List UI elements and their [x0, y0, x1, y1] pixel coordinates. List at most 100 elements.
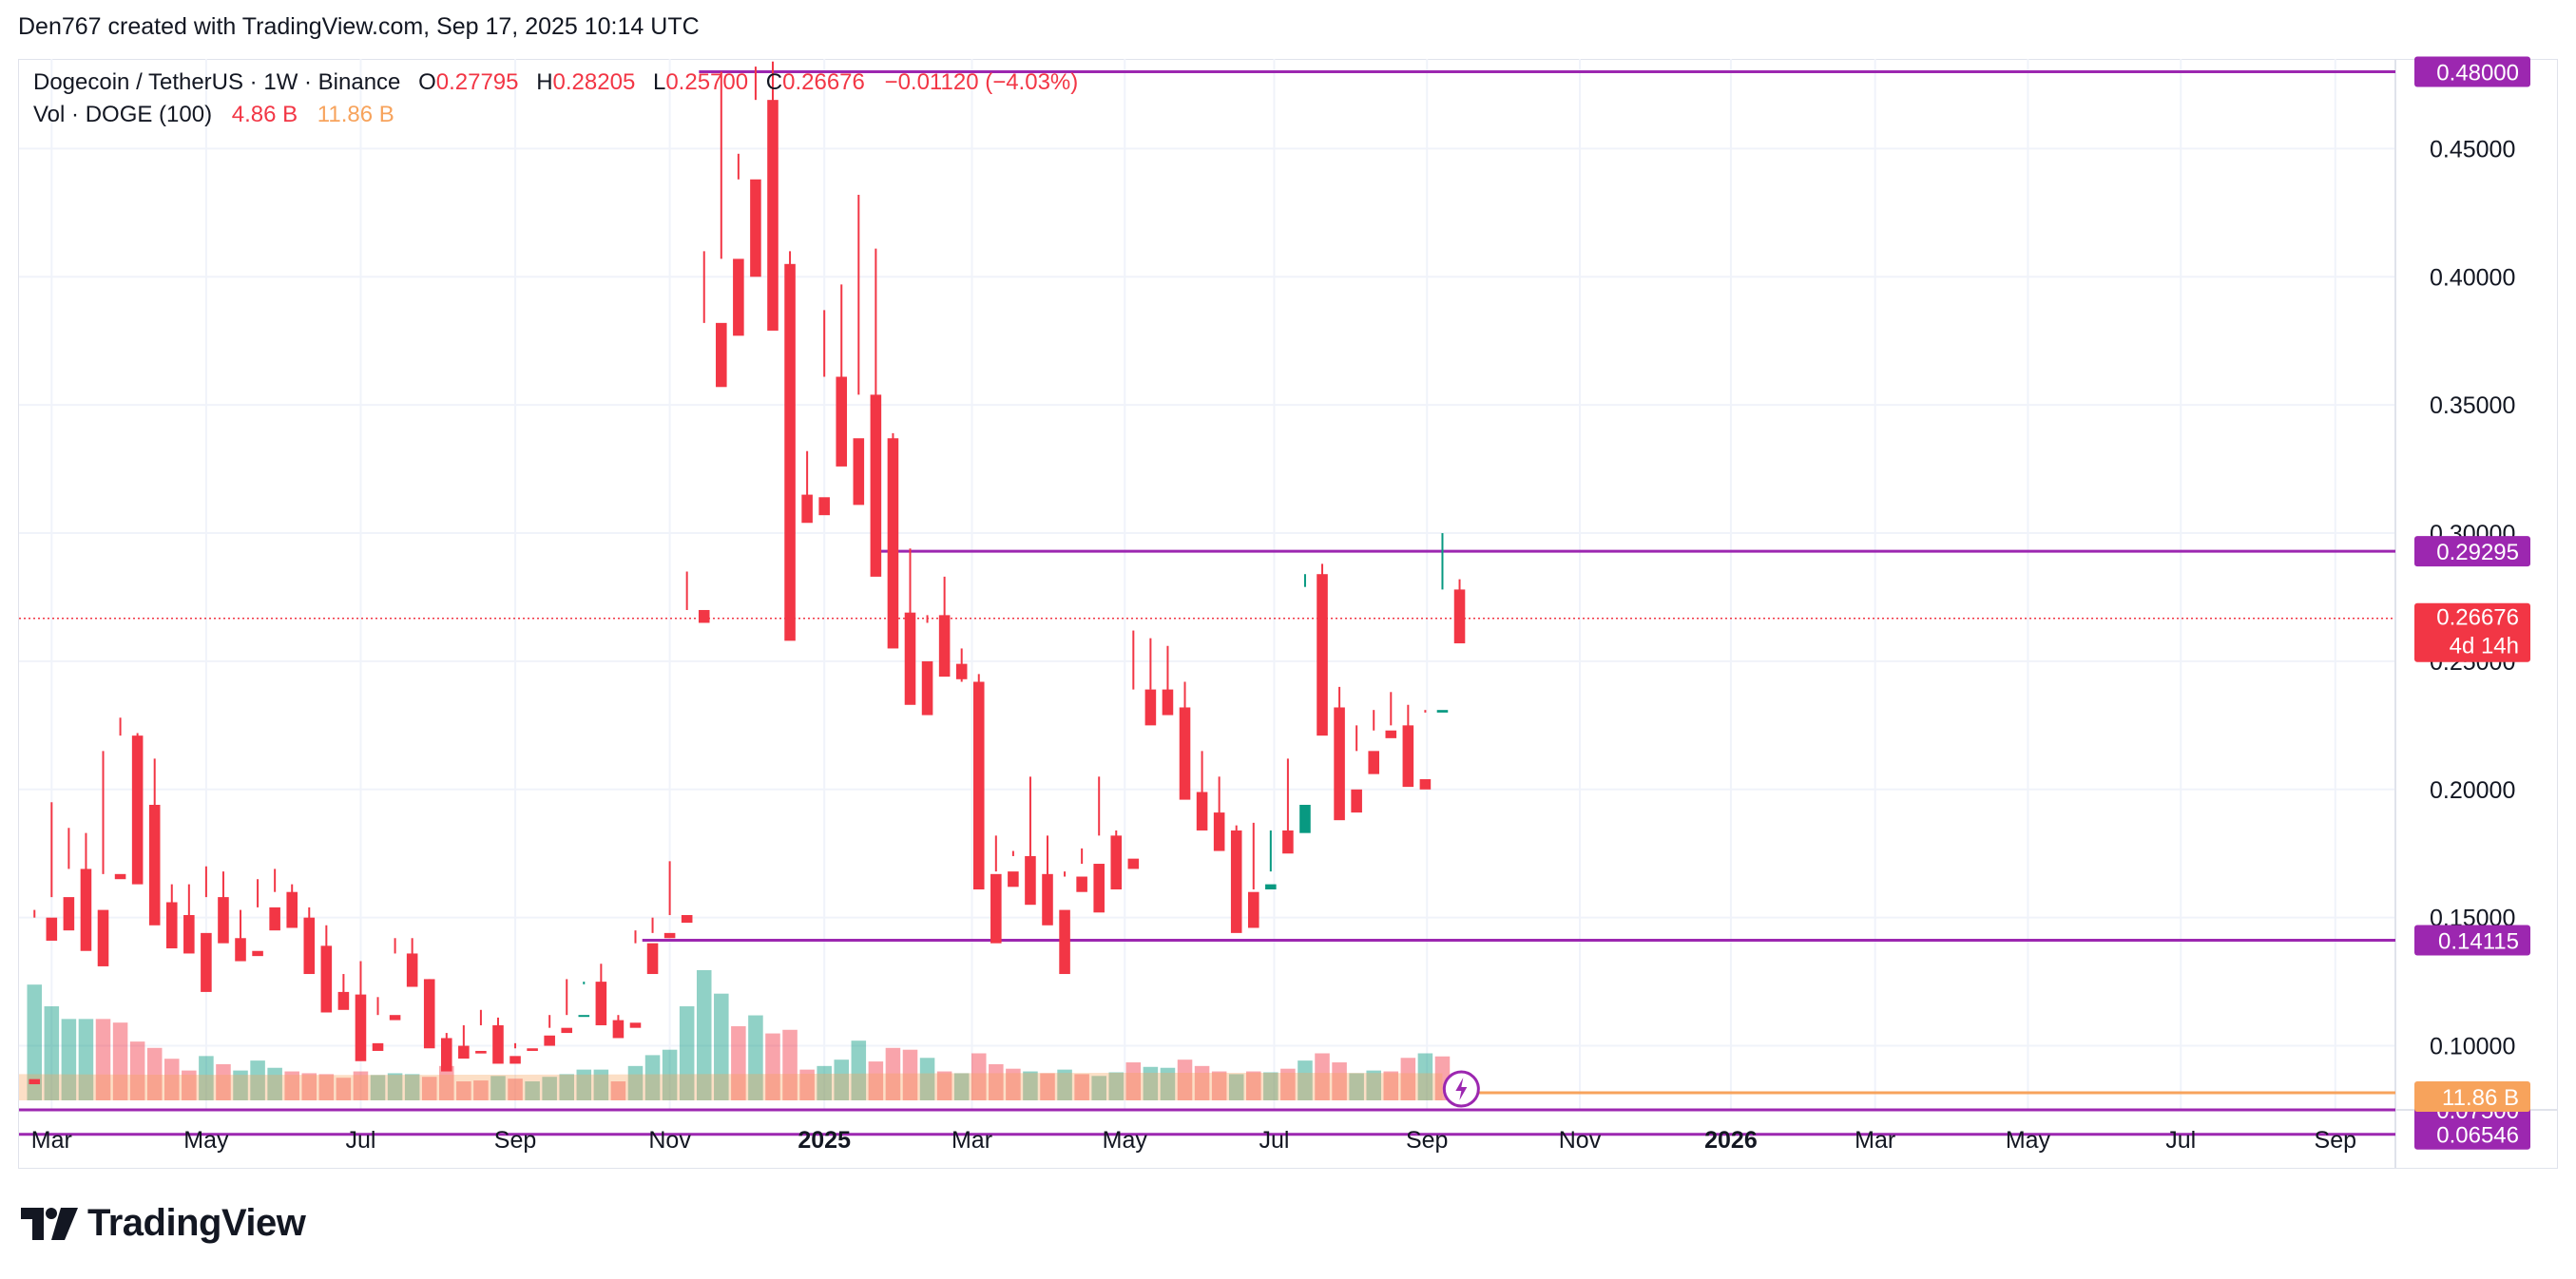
candle-body [1144, 689, 1157, 726]
volume-bar [1040, 1073, 1055, 1100]
candle-body [337, 991, 350, 1010]
candle-body [1299, 804, 1311, 833]
volume-bar [199, 1056, 214, 1100]
candle-body [1059, 909, 1070, 975]
candle-body [663, 932, 676, 939]
candle-body [853, 438, 865, 506]
candle-body [1230, 830, 1242, 933]
candle-body [286, 891, 298, 928]
candle-body [1076, 876, 1087, 892]
close-value: 0.26676 [782, 69, 865, 95]
volume-bar [233, 1070, 248, 1100]
candle-body [441, 1038, 452, 1072]
candle-body [131, 735, 144, 885]
candlesticks [29, 61, 1466, 1085]
volume-bar [1315, 1053, 1330, 1100]
time-tick-label: Nov [1559, 1127, 1602, 1154]
candle-body [423, 979, 435, 1049]
candle-body [1282, 830, 1294, 854]
candle-body [303, 917, 316, 975]
volume-bar [27, 984, 43, 1100]
volume-bar [78, 1019, 94, 1100]
price-tick-label: 0.10000 [2430, 1034, 2515, 1060]
candle-body [165, 902, 178, 949]
candle-body [269, 907, 280, 931]
volume-bar [439, 1065, 454, 1100]
footer-branding[interactable]: TradingView [21, 1202, 306, 1245]
candle-body [784, 263, 796, 641]
level-price-tag-bg [2414, 1118, 2530, 1150]
candle-body [1093, 864, 1105, 913]
volume-bar [61, 1019, 77, 1100]
volume-bar [146, 1047, 163, 1100]
volume-bar [696, 969, 712, 1100]
candle-body [1213, 812, 1225, 851]
candle-body [921, 660, 933, 716]
volume-bar [1400, 1058, 1416, 1100]
volume-bar [868, 1061, 884, 1100]
attribution-header: Den767 created with TradingView.com, Sep… [18, 13, 700, 40]
volume-row: Vol · DOGE (100) 4.86 B 11.86 B [33, 99, 1082, 131]
candle-body [836, 376, 848, 467]
candle-body [458, 1045, 470, 1059]
candle-body [389, 1015, 401, 1021]
volume-bar [370, 1075, 386, 1100]
change-value: −0.01120 (−4.03%) [884, 69, 1079, 95]
volume-bar [301, 1073, 317, 1100]
candle-body [1110, 835, 1123, 890]
volume-bar [748, 1015, 763, 1100]
volume-bar [1298, 1060, 1313, 1100]
volume-bar [1091, 1076, 1106, 1100]
dividends-flash-icon[interactable] [1442, 1070, 1480, 1108]
time-tick-label: Mar [31, 1127, 72, 1154]
volume-bar [95, 1019, 111, 1100]
candle-body [1247, 891, 1259, 928]
volume-bar [782, 1029, 798, 1100]
volume-bar [902, 1049, 918, 1100]
time-tick-label: Mar [952, 1127, 992, 1154]
time-tick-label: Jul [2165, 1127, 2196, 1154]
volume-ma-tag: 11.86 B [2442, 1085, 2519, 1111]
volume-bar [1160, 1067, 1176, 1100]
volume-bar [971, 1053, 987, 1100]
candle-body [904, 612, 916, 705]
volume-bar [1246, 1071, 1261, 1100]
low-label: L [652, 69, 666, 95]
candle-body [46, 917, 58, 941]
volume-bar [644, 1055, 661, 1100]
volume-bar [1023, 1071, 1038, 1100]
candle-body [372, 1042, 384, 1051]
volume-bar [490, 1076, 506, 1100]
chart-frame [18, 59, 2558, 1169]
level-price-tag-bg [2414, 925, 2530, 956]
candle-body [29, 1079, 41, 1085]
candle-body [527, 1048, 538, 1051]
level-price-tag-bg [2414, 56, 2530, 87]
volume-label[interactable]: Vol · DOGE (100) [33, 102, 213, 127]
price-tick-label: 0.40000 [2430, 264, 2515, 291]
tradingview-logo-icon [21, 1207, 78, 1240]
candle-body [1127, 858, 1140, 869]
volume-bar [1143, 1066, 1159, 1100]
volume-bar [593, 1069, 609, 1100]
volume-bar [1074, 1074, 1089, 1100]
volume-bar [456, 1081, 471, 1100]
volume-bar [834, 1059, 850, 1100]
time-axis: Mar May Jul Sep Nov 2025 Mar May Jul Sep Nov 2026 Ma… [31, 1127, 2356, 1154]
price-axis: 0.450000.400000.350000.300000.250000.200… [2430, 136, 2515, 1059]
candle-body [252, 950, 263, 957]
volume-bar [731, 1025, 746, 1100]
price-tick-label: 0.35000 [2430, 392, 2515, 419]
level-price-tag: 0.06546 [2436, 1123, 2519, 1149]
candle-body [938, 615, 951, 678]
candle-body [972, 681, 985, 890]
current-price-tag-bg [2414, 602, 2530, 662]
candle-body [578, 1015, 590, 1018]
price-chart[interactable]: 0.450000.400000.350000.300000.250000.200… [0, 0, 2576, 1178]
candle-body [544, 1035, 555, 1046]
symbol-name[interactable]: Dogecoin / TetherUS · 1W · Binance [33, 69, 401, 95]
flash-icon-bolt [1455, 1078, 1468, 1100]
volume-bar [404, 1074, 420, 1100]
candle-body [698, 609, 710, 623]
volume-bar [714, 993, 729, 1100]
